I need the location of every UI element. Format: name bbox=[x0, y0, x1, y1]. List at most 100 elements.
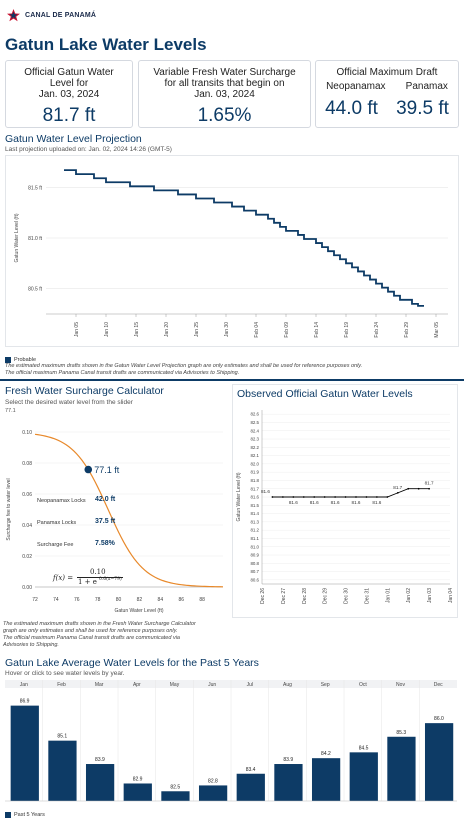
observed-data-label: 81.7 bbox=[425, 481, 434, 486]
observed-point bbox=[313, 496, 316, 498]
observed-data-label: 81.6 bbox=[372, 500, 381, 505]
neo-locks-value: 42.0 ft bbox=[95, 496, 116, 503]
y-tick-label: 0.06 bbox=[22, 492, 32, 498]
surcharge-chart[interactable]: 0.00 0.02 0.04 0.06 0.08 0.10 72 74 76 78 80 82 84 86… bbox=[3, 416, 228, 618]
observed-title: Observed Official Gatun Water Levels bbox=[237, 388, 413, 400]
y-tick-label: 0.02 bbox=[22, 554, 32, 560]
observed-point bbox=[323, 496, 326, 498]
observed-point bbox=[417, 487, 420, 490]
projection-legend[interactable]: Probable bbox=[5, 351, 36, 369]
surcharge-card: Variable Fresh Water Surcharge for all t… bbox=[138, 60, 311, 128]
projection-note-line1: The estimated maximum drafts shown in th… bbox=[5, 363, 363, 369]
surcharge-date: Jan. 03, 2024 bbox=[194, 89, 255, 100]
x-tick-label: 80 bbox=[116, 597, 122, 603]
x-tick-label: Jan 25 bbox=[194, 322, 200, 337]
projection-note: The estimated maximum drafts shown in th… bbox=[5, 363, 457, 377]
observed-chart[interactable]: 80.6 80.7 80.8 80.9 81.0 81.1 81.2 81.3 81.4 81.5… bbox=[232, 400, 456, 616]
y-tick-label: 81.5 bbox=[250, 503, 259, 508]
selected-point-label: 77.1 ft bbox=[94, 465, 120, 475]
x-tick-label: 74 bbox=[53, 597, 59, 603]
month-label: Mar bbox=[95, 682, 104, 688]
averages-chart-frame: Jan 86.9 Feb 85.1 Mar 83.9 Apr 82.9 May 82.5 Jun 82… bbox=[5, 680, 457, 802]
x-tick-label: Jan 03 bbox=[427, 588, 433, 603]
average-bar-label: 83.4 bbox=[246, 767, 256, 773]
pana-locks-label: Panamax Locks bbox=[37, 520, 77, 526]
averages-legend-swatch bbox=[5, 811, 11, 818]
panama-canal-logo-icon bbox=[7, 8, 20, 21]
y-tick-label: 81.2 bbox=[250, 528, 259, 533]
observed-point bbox=[344, 496, 347, 498]
month-label: Oct bbox=[359, 682, 367, 688]
x-tick-label: Jan 01 bbox=[385, 588, 391, 603]
fee-value: 7.58% bbox=[95, 540, 115, 547]
y-tick-label: 82.4 bbox=[250, 428, 259, 433]
average-bar-label: 82.9 bbox=[133, 776, 143, 782]
formula-exponent: 0.6(x−79) bbox=[99, 577, 122, 582]
calculator-title: Fresh Water Surcharge Calculator bbox=[5, 385, 164, 397]
average-bar bbox=[161, 791, 190, 801]
y-axis-label: Gatun Water Level (ft) bbox=[236, 472, 242, 521]
y-tick-label: 80.6 bbox=[250, 577, 259, 582]
y-tick-label: 81.3 bbox=[250, 519, 259, 524]
average-bar bbox=[424, 723, 454, 801]
projection-subtitle: Last projection uploaded on: Jan. 02, 20… bbox=[5, 146, 172, 153]
pana-locks-value: 37.5 ft bbox=[95, 518, 116, 525]
y-tick-label: 82.0 bbox=[250, 461, 259, 466]
x-tick-label: Feb 14 bbox=[314, 322, 320, 338]
averages-legend-label: Past 5 Years bbox=[14, 811, 45, 818]
fee-label: Surcharge Fee bbox=[37, 542, 74, 548]
observed-data-label: 81.6 bbox=[261, 489, 270, 494]
calculator-note-line2: graph are only estimates and shall be us… bbox=[3, 628, 178, 634]
observed-data-label: 81.6 bbox=[310, 500, 319, 505]
y-tick-label: 0.00 bbox=[22, 585, 32, 591]
logo-text: CANAL DE PANAMÁ bbox=[25, 11, 97, 19]
average-bar-label: 82.8 bbox=[208, 778, 218, 784]
y-tick-label: 81.0 ft bbox=[28, 236, 43, 242]
observed-data-label: 81.6 bbox=[331, 500, 340, 505]
averages-title: Gatun Lake Average Water Levels for the … bbox=[5, 657, 259, 669]
average-bar bbox=[85, 764, 115, 801]
selected-point bbox=[84, 465, 93, 474]
average-bar-label: 85.3 bbox=[396, 730, 406, 736]
observed-point bbox=[271, 496, 274, 498]
projection-chart[interactable]: 80.5 ft 81.0 ft 81.5 ft Jan 05 Jan 10 Jan 15 J… bbox=[6, 156, 458, 346]
observed-chart-frame: 80.6 80.7 80.8 80.9 81.0 81.1 81.2 81.3 81.4 81.5… bbox=[232, 400, 456, 616]
surcharge-label: Variable Fresh Water Surcharge for all t… bbox=[153, 67, 296, 89]
average-bar bbox=[387, 736, 416, 801]
month-label: Feb bbox=[57, 682, 66, 688]
observed-line bbox=[272, 488, 430, 498]
max-draft-label: Official Maximum Draft bbox=[336, 67, 438, 78]
x-tick-label: Mar 05 bbox=[434, 322, 440, 338]
slider-value[interactable]: 77.1 bbox=[5, 408, 16, 414]
y-tick-label: 81.6 bbox=[250, 495, 259, 500]
y-tick-label: 81.9 bbox=[250, 470, 259, 475]
y-tick-label: 80.8 bbox=[250, 561, 259, 566]
panamax-label: Panamax bbox=[405, 81, 448, 92]
averages-legend[interactable]: Past 5 Years bbox=[5, 806, 45, 824]
neopanamax-draft-value: 44.0 ft bbox=[325, 98, 378, 119]
average-bar bbox=[123, 783, 152, 801]
projection-line bbox=[64, 169, 424, 307]
observed-point bbox=[365, 496, 368, 498]
x-tick-label: 86 bbox=[178, 597, 184, 603]
x-tick-label: Feb 24 bbox=[374, 322, 380, 338]
x-tick-label: Dec 27 bbox=[281, 588, 287, 604]
x-tick-label: Jan 02 bbox=[406, 588, 412, 603]
y-tick-label: 0.08 bbox=[22, 461, 32, 467]
legend-label: Probable bbox=[14, 356, 37, 363]
average-bar bbox=[10, 705, 39, 801]
month-label: Nov bbox=[396, 682, 405, 688]
y-tick-label: 82.5 bbox=[250, 420, 259, 425]
month-label: Apr bbox=[133, 682, 141, 688]
x-tick-label: Feb 09 bbox=[284, 322, 290, 338]
logo[interactable]: CANAL DE PANAMÁ bbox=[6, 8, 96, 22]
x-tick-label: 82 bbox=[137, 597, 143, 603]
x-tick-label: Jan 04 bbox=[448, 588, 454, 603]
average-bar bbox=[48, 740, 77, 801]
observed-point bbox=[302, 496, 305, 498]
official-level-value: 81.7 ft bbox=[42, 105, 96, 126]
observed-point bbox=[386, 496, 389, 498]
averages-chart[interactable]: Jan 86.9 Feb 85.1 Mar 83.9 Apr 82.9 May 82.5 Jun 82… bbox=[5, 680, 457, 802]
y-axis-label: Surcharge fee to water level bbox=[6, 478, 12, 540]
x-tick-label: Jan 20 bbox=[164, 322, 170, 337]
